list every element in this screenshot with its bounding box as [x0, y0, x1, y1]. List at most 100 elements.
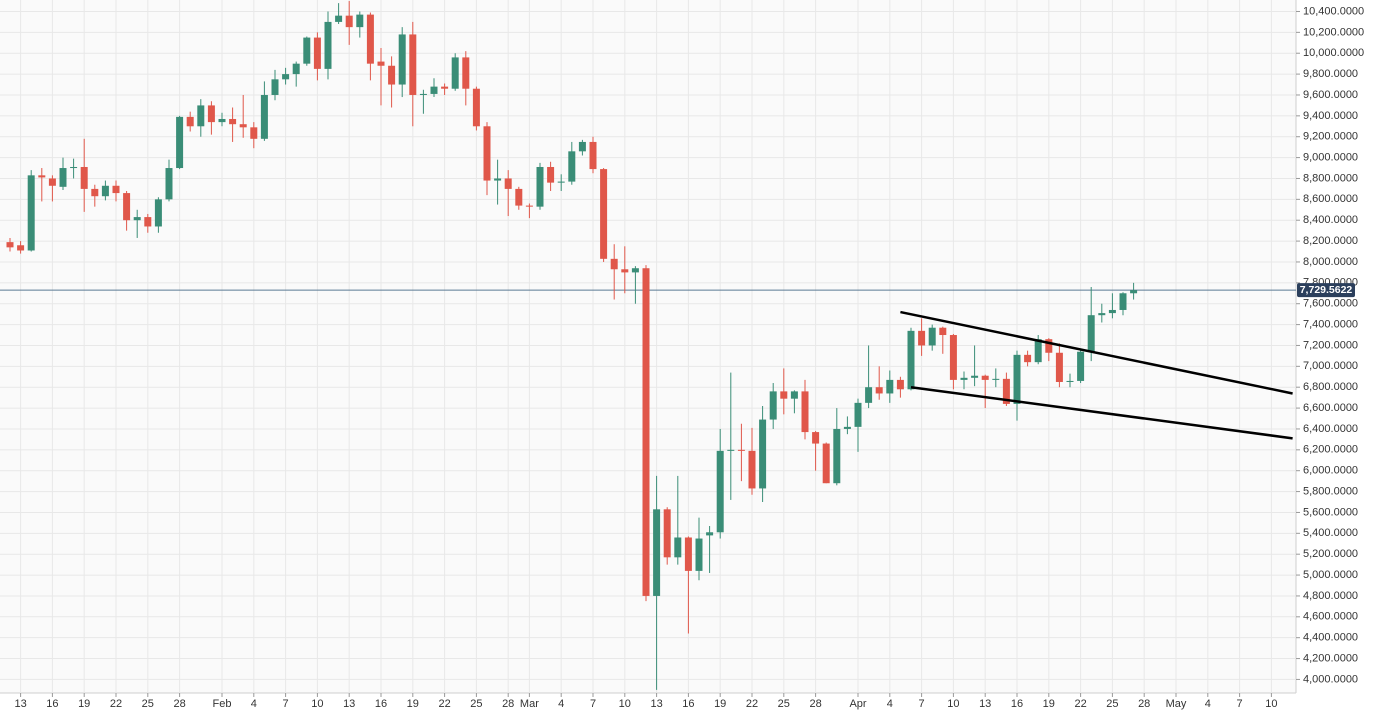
- candle-body: [695, 538, 703, 571]
- candle-body: [790, 391, 798, 399]
- candle-body: [981, 375, 989, 380]
- candle-body: [419, 93, 427, 95]
- candle-body: [282, 74, 290, 80]
- x-tick-label: 16: [46, 698, 58, 710]
- trendline: [910, 385, 1293, 440]
- candle-body: [812, 432, 820, 444]
- x-tick-label: May: [1166, 698, 1187, 710]
- x-tick-label: 10: [947, 698, 959, 710]
- candle-body: [833, 428, 841, 484]
- x-tick-label: 7: [283, 698, 289, 710]
- candle-body: [727, 449, 735, 451]
- candle-body: [303, 37, 311, 64]
- candle-body: [610, 258, 618, 270]
- candle-body: [398, 34, 406, 85]
- candle-body: [939, 327, 947, 336]
- x-tick-label: 22: [746, 698, 758, 710]
- candle-body: [218, 118, 226, 123]
- x-tick-label: Apr: [849, 698, 866, 710]
- x-tick-label: 10: [311, 698, 323, 710]
- candle-body: [1098, 313, 1106, 316]
- candle-body: [101, 185, 109, 197]
- candle-body: [1002, 378, 1010, 404]
- x-tick-label: 7: [590, 698, 596, 710]
- candle-body: [250, 127, 258, 139]
- candle-body: [165, 168, 173, 200]
- x-tick-label: 22: [438, 698, 450, 710]
- candle-body: [6, 242, 14, 248]
- last-price-label: 7,729.5622: [1300, 284, 1353, 296]
- y-tick-label: 4,200.0000: [1303, 652, 1358, 664]
- candle-body: [388, 65, 396, 85]
- candle-body: [80, 166, 88, 189]
- x-tick-label: 10: [619, 698, 631, 710]
- candle-body: [38, 175, 46, 178]
- y-tick-label: 9,800.0000: [1303, 68, 1358, 80]
- candle-body: [133, 217, 141, 221]
- candle-body: [578, 141, 586, 152]
- candle-body: [377, 61, 385, 66]
- y-tick-label: 7,200.0000: [1303, 339, 1358, 351]
- x-tick-label: 13: [14, 698, 26, 710]
- candle-body: [462, 57, 470, 89]
- x-tick-label: 4: [558, 698, 564, 710]
- candle-body: [409, 34, 417, 95]
- candle-body: [1045, 339, 1053, 353]
- x-tick-label: 7: [1237, 698, 1243, 710]
- candle-body: [17, 245, 25, 251]
- x-tick-label: 13: [979, 698, 991, 710]
- candle-body: [589, 141, 597, 170]
- candle-body: [324, 21, 332, 69]
- candle-body: [70, 166, 78, 169]
- candle-body: [684, 537, 692, 571]
- y-tick-label: 8,000.0000: [1303, 256, 1358, 268]
- candle-body: [1066, 380, 1074, 382]
- trendline: [900, 310, 1293, 395]
- candle-body: [1130, 290, 1138, 294]
- candle-body: [260, 94, 268, 139]
- candle-body: [780, 391, 788, 399]
- x-tick-label: 4: [251, 698, 257, 710]
- y-tick-label: 9,600.0000: [1303, 89, 1358, 101]
- candle-body: [896, 379, 904, 390]
- y-tick-label: 7,400.0000: [1303, 318, 1358, 330]
- candle-body: [653, 509, 661, 596]
- candle-body: [992, 378, 1000, 380]
- candle-body: [525, 205, 533, 207]
- y-tick-label: 10,000.0000: [1303, 47, 1364, 59]
- candle-body: [292, 63, 300, 75]
- candle-body: [504, 178, 512, 189]
- x-tick-label: 19: [78, 698, 90, 710]
- y-tick-label: 10,400.0000: [1303, 5, 1364, 17]
- x-tick-label: 16: [682, 698, 694, 710]
- candle-body: [313, 37, 321, 69]
- candle-body: [907, 330, 915, 390]
- y-tick-label: 9,200.0000: [1303, 131, 1358, 143]
- y-tick-label: 9,400.0000: [1303, 110, 1358, 122]
- candle-body: [1108, 309, 1116, 314]
- candle-body: [674, 537, 682, 558]
- candle-body: [229, 118, 237, 125]
- candle-body: [949, 335, 957, 380]
- candle-body: [48, 178, 56, 186]
- x-tick-label: 22: [110, 698, 122, 710]
- candle-body: [59, 168, 67, 187]
- candle-body: [335, 15, 343, 22]
- candle-body: [748, 450, 756, 489]
- y-tick-label: 5,800.0000: [1303, 485, 1358, 497]
- y-tick-label: 4,600.0000: [1303, 611, 1358, 623]
- candle-body: [345, 15, 353, 28]
- candle-body: [186, 116, 194, 127]
- candle-body: [547, 166, 555, 183]
- y-tick-label: 8,400.0000: [1303, 214, 1358, 226]
- candle-body: [239, 124, 247, 128]
- candle-body: [536, 166, 544, 207]
- candle-body: [737, 449, 745, 451]
- y-tick-label: 6,600.0000: [1303, 402, 1358, 414]
- candle-body: [759, 419, 767, 489]
- candle-body: [451, 57, 459, 89]
- x-tick-label: 28: [173, 698, 185, 710]
- candle-body: [1034, 339, 1042, 363]
